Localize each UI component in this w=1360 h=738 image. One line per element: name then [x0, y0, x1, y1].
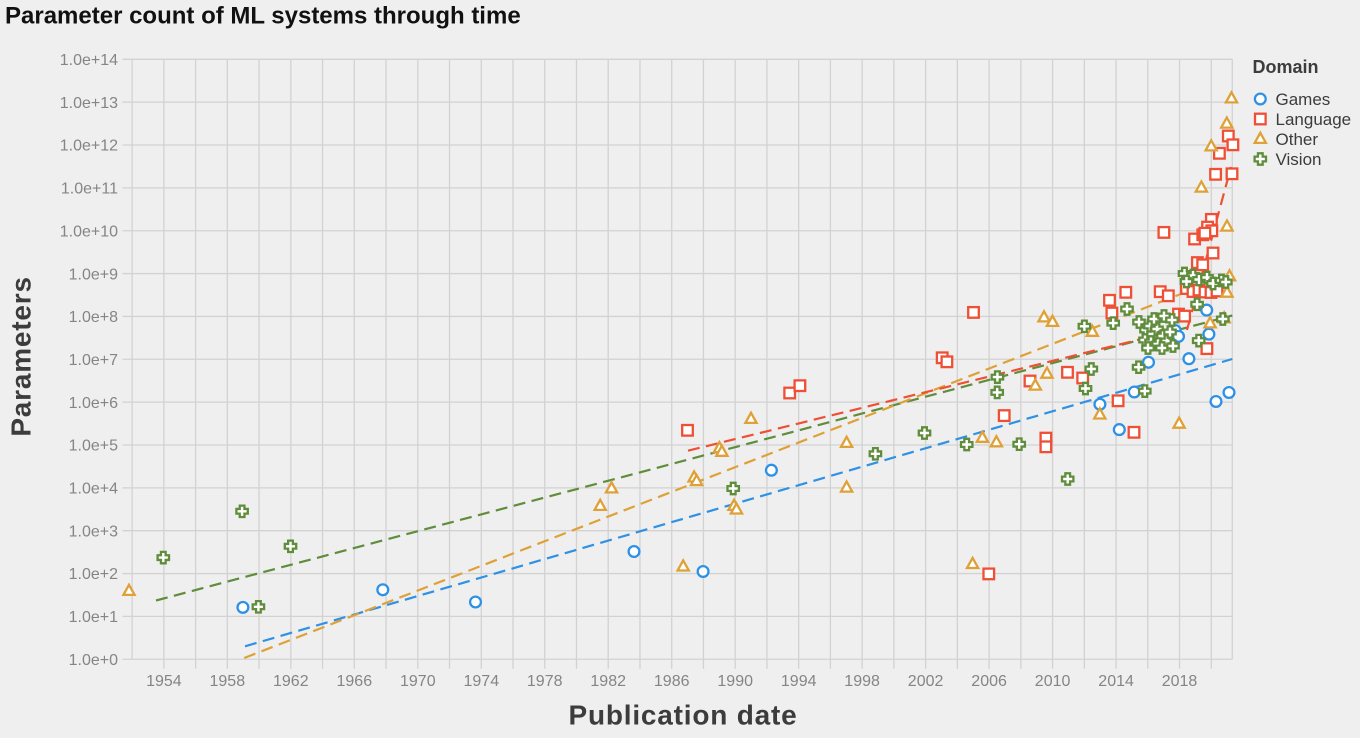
svg-text:1.0e+7: 1.0e+7 — [69, 352, 118, 369]
svg-text:1.0e+1: 1.0e+1 — [69, 609, 118, 626]
svg-text:Parameters: Parameters — [6, 276, 37, 437]
svg-text:1.0e+11: 1.0e+11 — [61, 181, 118, 198]
svg-text:1994: 1994 — [781, 673, 817, 690]
svg-text:1970: 1970 — [400, 673, 436, 690]
svg-text:1.0e+2: 1.0e+2 — [69, 566, 118, 583]
svg-text:1.0e+10: 1.0e+10 — [60, 223, 118, 240]
svg-text:1.0e+3: 1.0e+3 — [69, 523, 118, 540]
svg-text:2002: 2002 — [908, 673, 944, 690]
svg-text:2014: 2014 — [1098, 673, 1134, 690]
svg-text:2010: 2010 — [1035, 673, 1071, 690]
svg-text:1962: 1962 — [273, 673, 309, 690]
svg-text:1.0e+0: 1.0e+0 — [69, 652, 118, 669]
svg-text:Publication date: Publication date — [568, 700, 797, 731]
svg-text:1.0e+14: 1.0e+14 — [60, 52, 118, 69]
svg-text:Games: Games — [1276, 90, 1331, 109]
svg-text:Domain: Domain — [1253, 57, 1319, 77]
svg-text:Vision: Vision — [1276, 150, 1322, 169]
svg-text:1.0e+12: 1.0e+12 — [60, 138, 118, 155]
svg-text:1958: 1958 — [210, 673, 246, 690]
svg-text:1986: 1986 — [654, 673, 690, 690]
svg-text:1954: 1954 — [146, 673, 182, 690]
svg-text:1966: 1966 — [337, 673, 373, 690]
svg-text:1.0e+6: 1.0e+6 — [69, 395, 118, 412]
svg-text:1.0e+13: 1.0e+13 — [60, 95, 118, 112]
svg-text:1.0e+8: 1.0e+8 — [69, 309, 118, 326]
svg-text:Other: Other — [1276, 130, 1319, 149]
svg-text:1998: 1998 — [844, 673, 880, 690]
svg-text:Language: Language — [1276, 110, 1352, 129]
svg-text:1.0e+4: 1.0e+4 — [69, 481, 118, 498]
svg-text:1982: 1982 — [590, 673, 626, 690]
svg-text:1.0e+5: 1.0e+5 — [69, 438, 118, 455]
svg-text:1990: 1990 — [717, 673, 753, 690]
svg-text:2018: 2018 — [1162, 673, 1198, 690]
svg-text:1974: 1974 — [464, 673, 500, 690]
svg-text:1978: 1978 — [527, 673, 563, 690]
svg-text:Parameter count of ML systems: Parameter count of ML systems through ti… — [5, 3, 521, 30]
svg-text:2006: 2006 — [971, 673, 1007, 690]
svg-text:1.0e+9: 1.0e+9 — [69, 266, 118, 283]
